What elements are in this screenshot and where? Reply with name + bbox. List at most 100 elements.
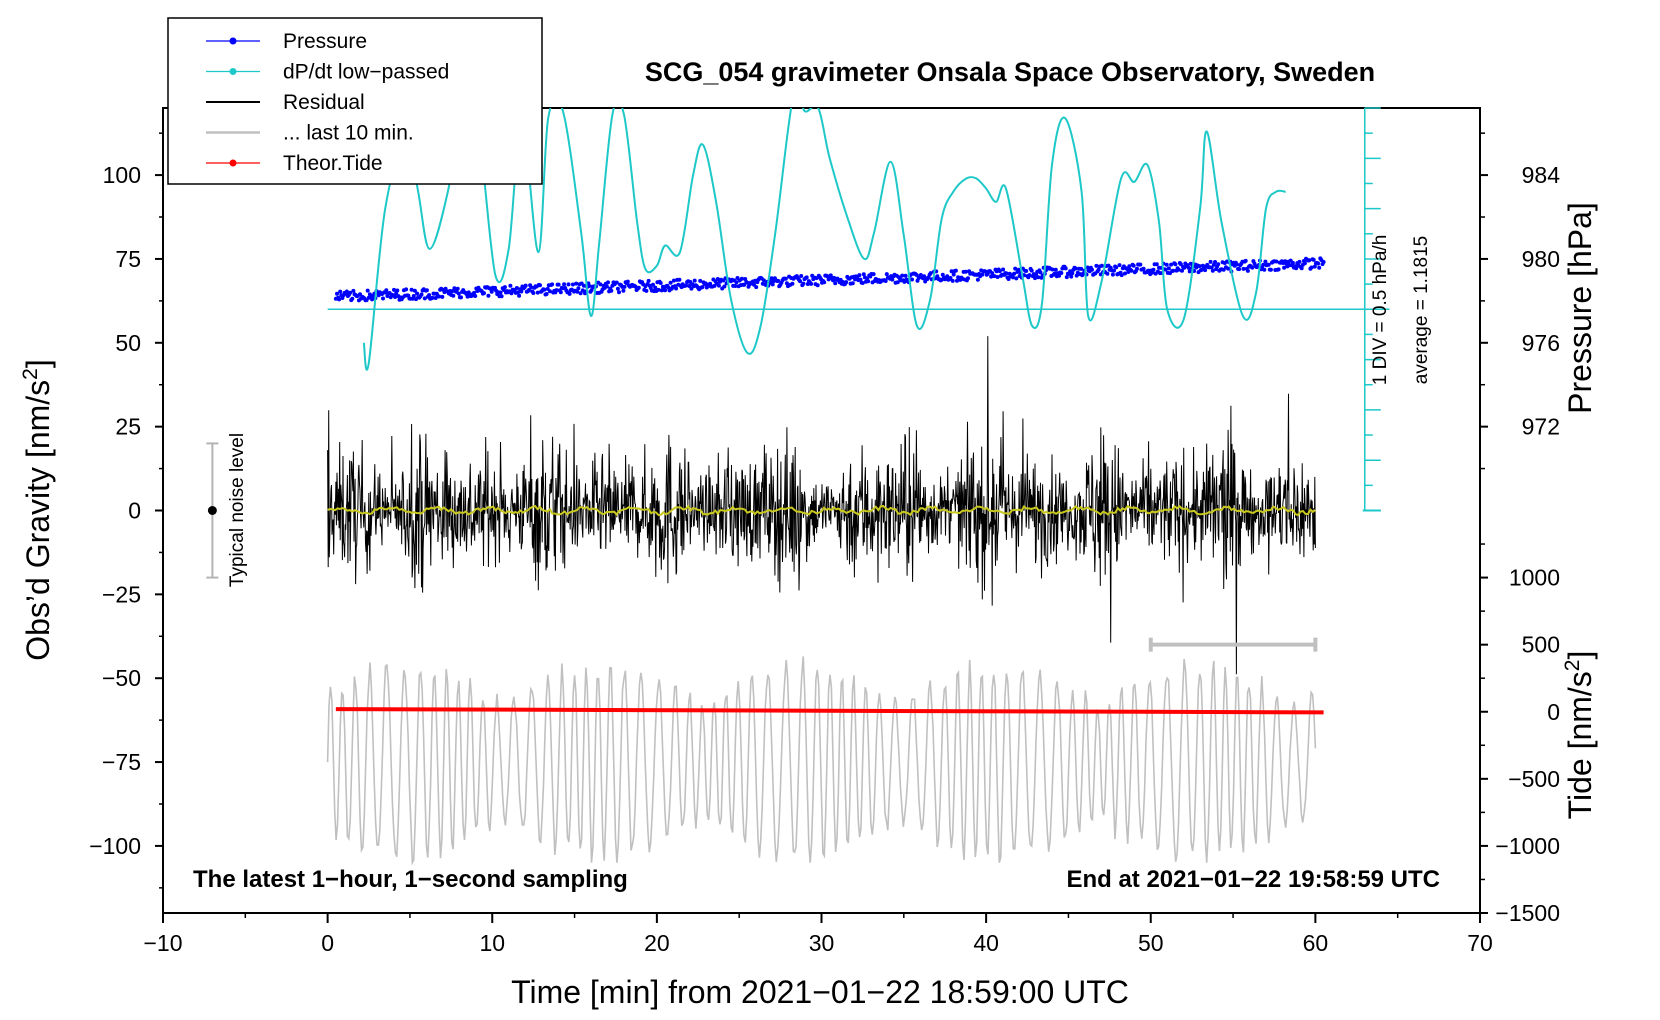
left-tick-label: −25 — [102, 581, 141, 607]
pressure-point — [914, 272, 919, 277]
tide-axis-ticks: 1000 500 0 −500 −1000 −1500 — [1480, 543, 1560, 926]
pressure-point — [1138, 262, 1143, 267]
pressure-point — [411, 294, 416, 298]
pressure-point — [554, 288, 559, 293]
pressure-point — [742, 282, 747, 287]
pressure-point — [1110, 272, 1115, 277]
pressure-point — [580, 288, 585, 293]
pressure-point — [427, 293, 432, 298]
pressure-point — [567, 291, 572, 296]
pressure-point — [575, 289, 580, 294]
pressure-point — [1243, 258, 1248, 263]
pressure-point — [1276, 267, 1281, 272]
pressure-point — [890, 277, 895, 282]
pressure-point — [1135, 266, 1139, 271]
pressure-point — [1079, 266, 1084, 271]
pressure-point — [1302, 261, 1307, 266]
tide-line — [335, 707, 1324, 715]
pressure-point — [1164, 262, 1169, 267]
pressure-point — [866, 279, 871, 284]
pressure-point — [948, 276, 953, 280]
pressure-point — [1234, 262, 1239, 267]
pressure-point — [1262, 267, 1267, 272]
pressure-point — [656, 287, 661, 292]
pressure-point — [625, 279, 630, 284]
pressure-point — [455, 286, 460, 291]
pressure-point — [415, 291, 420, 296]
pressure-point — [621, 288, 626, 293]
left-axis-label-end: ] — [20, 359, 56, 368]
pressure-point — [547, 289, 552, 294]
pressure-point — [1203, 268, 1208, 273]
pressure-point — [576, 286, 581, 291]
pressure-point — [1297, 259, 1302, 264]
tide-tick-label: 500 — [1522, 632, 1560, 658]
pressure-point — [1094, 263, 1099, 268]
pressure-point — [523, 283, 528, 288]
pressure-point — [761, 278, 766, 283]
pressure-point — [566, 282, 571, 287]
pressure-point — [1125, 267, 1130, 271]
tide-tick-label: −1000 — [1495, 833, 1560, 859]
theor-tide-series — [335, 707, 1324, 715]
pressure-point — [1261, 262, 1266, 267]
typical-noise-bar — [206, 442, 219, 579]
pressure-point — [1129, 268, 1134, 273]
pressure-point — [1099, 263, 1104, 268]
pressure-point — [900, 273, 905, 278]
pressure-point — [1241, 266, 1246, 271]
pressure-point — [1245, 268, 1250, 273]
pressure-point — [622, 284, 627, 289]
left-tick-label: 75 — [115, 246, 141, 272]
pressure-point — [883, 279, 888, 283]
pressure-point — [858, 277, 863, 282]
pressure-point — [538, 283, 542, 288]
pressure-point — [1178, 262, 1183, 267]
pressure-point — [715, 277, 720, 281]
pressure-point — [509, 291, 514, 296]
pressure-point — [1180, 268, 1184, 273]
legend-label: ... last 10 min. — [283, 122, 414, 145]
pressure-point — [1197, 264, 1202, 269]
pressure-point — [1011, 275, 1015, 280]
residual-smoothed-series — [327, 504, 1317, 517]
pressure-axis-label: Pressure [hPa] — [1562, 202, 1598, 414]
legend-label: Pressure — [283, 30, 367, 53]
pressure-point — [1299, 266, 1304, 271]
pressure-point — [392, 287, 396, 292]
pressure-point — [1085, 265, 1090, 270]
pressure-point — [1163, 267, 1168, 272]
pressure-point — [1096, 267, 1101, 272]
pressure-point — [451, 293, 456, 298]
pressure-point — [963, 269, 968, 274]
pressure-point — [1316, 261, 1321, 266]
residual-series — [327, 336, 1316, 675]
pressure-tick-label: 984 — [1522, 162, 1561, 188]
pressure-point — [1063, 266, 1068, 271]
tide-axis-label-end: ] — [1562, 651, 1598, 660]
pressure-point — [1117, 263, 1122, 268]
pressure-point — [980, 272, 985, 277]
pressure-point — [499, 294, 504, 299]
pressure-point — [658, 281, 663, 285]
last-10-min-series — [326, 656, 1317, 866]
pressure-point — [502, 285, 507, 290]
pressure-point — [1016, 267, 1021, 272]
x-tick-label: −10 — [143, 930, 182, 956]
x-tick-label: 70 — [1467, 930, 1493, 956]
pressure-point — [1006, 277, 1011, 281]
tide-tick-label: −1500 — [1495, 900, 1560, 926]
pressure-point — [1266, 262, 1271, 267]
noise-bar-dot — [207, 506, 217, 515]
left-axis-ticks: 100 75 50 25 0 −25 −50 −75 −100 — [89, 132, 163, 889]
pressure-point — [644, 288, 649, 293]
pressure-point — [1033, 276, 1037, 281]
last-10-min-line — [326, 656, 1317, 866]
pressure-point — [338, 289, 343, 294]
pressure-point — [860, 281, 865, 285]
pressure-tick-label: 976 — [1522, 330, 1560, 356]
pressure-point — [698, 278, 703, 283]
pressure-point — [1282, 265, 1287, 270]
pressure-point — [419, 292, 424, 297]
pressure-point — [733, 284, 738, 288]
